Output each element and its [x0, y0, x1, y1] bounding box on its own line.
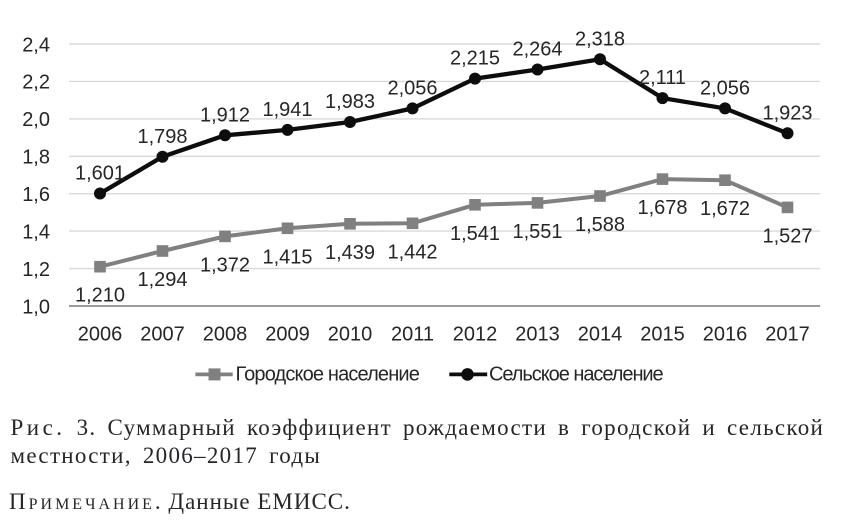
svg-text:1,983: 1,983	[325, 91, 375, 113]
svg-text:1,941: 1,941	[262, 99, 312, 121]
svg-text:2,111: 2,111	[639, 67, 686, 89]
svg-text:1,588: 1,588	[575, 214, 625, 236]
svg-text:2010: 2010	[328, 323, 373, 345]
svg-text:1,551: 1,551	[512, 221, 562, 243]
svg-text:2,0: 2,0	[22, 109, 50, 131]
svg-text:1,0: 1,0	[22, 296, 50, 318]
svg-text:2,318: 2,318	[575, 28, 625, 50]
svg-text:1,798: 1,798	[137, 126, 187, 148]
svg-text:2008: 2008	[203, 323, 248, 345]
svg-text:2013: 2013	[515, 323, 560, 345]
svg-text:1,601: 1,601	[75, 163, 125, 185]
svg-text:2009: 2009	[265, 323, 310, 345]
svg-text:2,056: 2,056	[700, 78, 750, 100]
svg-text:1,678: 1,678	[637, 197, 687, 219]
svg-text:1,294: 1,294	[137, 269, 187, 291]
svg-text:2,264: 2,264	[512, 39, 562, 61]
svg-text:2014: 2014	[578, 323, 623, 345]
svg-text:1,415: 1,415	[262, 246, 312, 268]
svg-text:2,4: 2,4	[22, 34, 50, 56]
svg-text:2012: 2012	[453, 323, 498, 345]
svg-text:1,912: 1,912	[200, 104, 250, 126]
svg-text:1,541: 1,541	[450, 223, 500, 245]
svg-text:1,6: 1,6	[22, 184, 50, 206]
svg-text:1,2: 1,2	[22, 259, 50, 281]
svg-text:1,372: 1,372	[200, 254, 250, 276]
svg-text:2,2: 2,2	[22, 72, 50, 94]
svg-text:1,672: 1,672	[700, 198, 750, 220]
svg-text:1,8: 1,8	[22, 147, 50, 169]
svg-text:1,442: 1,442	[387, 241, 437, 263]
svg-text:Городское население: Городское население	[236, 364, 420, 386]
svg-text:1,4: 1,4	[22, 221, 50, 243]
svg-text:2007: 2007	[140, 323, 185, 345]
svg-text:2006: 2006	[78, 323, 123, 345]
svg-text:1,527: 1,527	[762, 225, 812, 247]
svg-text:2016: 2016	[703, 323, 748, 345]
svg-text:1,923: 1,923	[762, 102, 812, 124]
svg-text:2017: 2017	[765, 323, 810, 345]
svg-text:1,210: 1,210	[75, 285, 125, 307]
svg-text:Сельское население: Сельское население	[489, 364, 664, 386]
svg-text:2,215: 2,215	[450, 48, 500, 70]
svg-text:1,439: 1,439	[325, 242, 375, 264]
svg-text:2015: 2015	[640, 323, 685, 345]
svg-text:2011: 2011	[391, 323, 434, 345]
svg-text:2,056: 2,056	[387, 78, 437, 100]
